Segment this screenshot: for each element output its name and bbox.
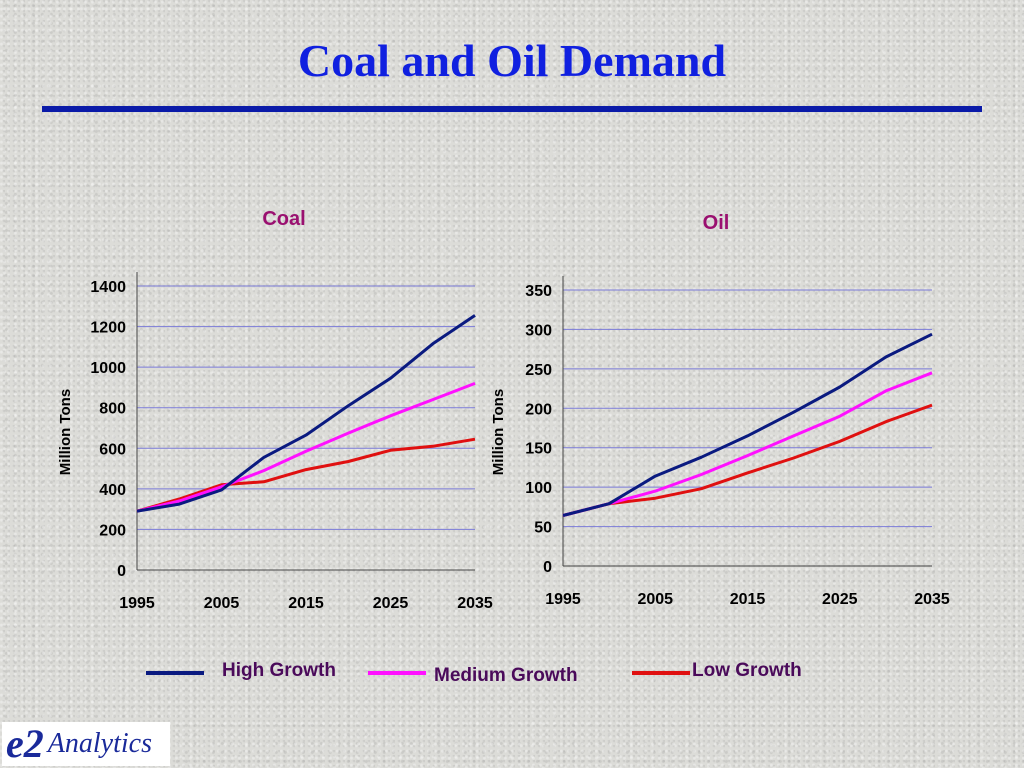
coal-y-tick-label: 600 [99, 441, 126, 458]
logo-text: Analytics [47, 728, 152, 759]
oil-series-low-line [562, 403, 933, 517]
oil-chart: Oil Million Tons 0 50 100 150 200 250 300 350 1995… [490, 212, 950, 608]
coal-y-tick-label: 1200 [90, 320, 126, 337]
oil-x-tick-label: 1995 [545, 591, 581, 608]
legend-label-low: Low Growth [692, 660, 802, 681]
oil-y-tick-label: 300 [525, 322, 552, 339]
legend-label-high: High Growth [222, 660, 336, 681]
oil-series-high-line [562, 332, 933, 517]
oil-y-tick-label: 200 [525, 401, 552, 418]
coal-x-tick-label: 1995 [119, 595, 155, 612]
coal-chart: Coal Million Tons 0 200 400 600 800 1000 1200 140… [57, 208, 493, 612]
legend-label-medium: Medium Growth [434, 665, 578, 686]
coal-y-tick-label: 400 [99, 482, 126, 499]
slide-title: Coal and Oil Demand [297, 35, 727, 86]
coal-x-tick-label: 2015 [288, 595, 324, 612]
legend-swatch-low [632, 671, 690, 675]
oil-x-tick-label: 2025 [822, 591, 858, 608]
oil-series-medium-line [562, 371, 933, 517]
coal-y-tick-label: 0 [117, 563, 126, 580]
oil-y-tick-label: 250 [525, 362, 552, 379]
coal-y-axis-label: Million Tons [57, 389, 74, 475]
coal-y-tick-label: 1000 [90, 360, 126, 377]
coal-y-tick-label: 800 [99, 401, 126, 418]
title-divider [42, 106, 982, 112]
coal-series-low-line [136, 437, 476, 513]
legend-swatch-medium [368, 671, 426, 675]
oil-y-axis-label: Million Tons [490, 389, 507, 475]
oil-y-tick-label: 150 [525, 441, 552, 458]
coal-chart-title: Coal [262, 208, 305, 230]
oil-x-tick-label: 2005 [637, 591, 673, 608]
oil-x-tick-label: 2035 [914, 591, 950, 608]
oil-chart-title: Oil [703, 212, 730, 234]
oil-y-tick-label: 50 [534, 520, 552, 537]
oil-y-tick-label: 350 [525, 283, 552, 300]
oil-y-tick-label: 0 [543, 559, 552, 576]
coal-x-tick-label: 2035 [457, 595, 493, 612]
coal-x-tick-label: 2005 [204, 595, 240, 612]
logo-mark: e2 [6, 721, 44, 766]
coal-y-tick-label: 200 [99, 522, 126, 539]
legend-swatch-high [146, 671, 204, 675]
oil-x-tick-label: 2015 [730, 591, 766, 608]
oil-y-tick-label: 100 [525, 480, 552, 497]
coal-series-high-line [136, 314, 476, 513]
company-logo: e2 Analytics [2, 722, 170, 766]
coal-y-tick-label: 1400 [90, 279, 126, 296]
coal-series-medium-line [136, 381, 476, 513]
coal-x-tick-label: 2025 [373, 595, 409, 612]
